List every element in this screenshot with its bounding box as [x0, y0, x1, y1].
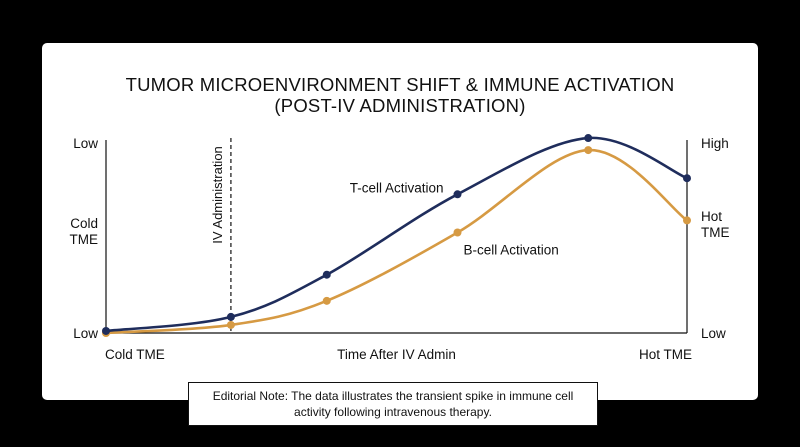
t-cell-activation-line [104, 136, 689, 333]
iv-administration-label: IV Administration [210, 146, 225, 244]
b-cell-activation-point [322, 296, 331, 305]
x-tick-label: Hot TME [639, 347, 692, 362]
y-right-tick-label: Low [701, 326, 726, 341]
y-left-tick-label: Cold TME [70, 216, 99, 247]
y-left-tick-label: Low [73, 136, 98, 151]
x-tick-label: Time After IV Admin [337, 347, 456, 362]
x-tick-label: Cold TME [105, 347, 165, 362]
b-cell-activation-label: B-cell Activation [464, 242, 559, 257]
t-cell-activation-label: T-cell Activation [350, 180, 444, 195]
t-cell-activation-point [683, 174, 691, 183]
t-cell-activation-point [102, 326, 110, 335]
editorial-note: Editorial Note: The data illustrates the… [188, 382, 598, 426]
y-right-tick-label: Hot TME [701, 209, 730, 240]
b-cell-activation-point [683, 216, 691, 225]
b-cell-activation-point [584, 146, 593, 155]
b-cell-activation-line [104, 148, 689, 335]
chart-card [42, 43, 758, 400]
t-cell-activation-point [584, 134, 593, 143]
y-right-tick-label: High [701, 136, 729, 151]
y-left-tick-label: Low [73, 326, 98, 341]
t-cell-activation-point [226, 312, 235, 321]
chart-subtitle: (POST-IV ADMINISTRATION) [274, 95, 526, 116]
b-cell-activation-point [226, 320, 235, 329]
b-cell-activation-point [453, 228, 462, 237]
t-cell-activation-point [322, 270, 331, 279]
chart-title: TUMOR MICROENVIRONMENT SHIFT & IMMUNE AC… [125, 74, 675, 95]
t-cell-activation-point [453, 190, 462, 199]
